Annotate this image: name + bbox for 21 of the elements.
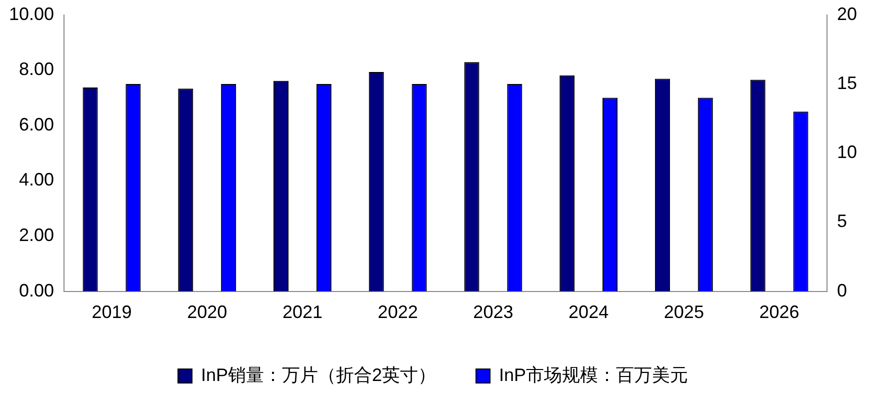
legend-label: InP市场规模：百万美元 (499, 364, 688, 385)
y-tick-label: 10.00 (8, 4, 54, 24)
y-tick-label: 6.00 (18, 114, 54, 134)
y2-tick-label: 5 (836, 211, 847, 232)
y-tick-label: 4.00 (18, 170, 54, 190)
x-tick-label: 2021 (282, 302, 322, 322)
x-tick-label: 2023 (473, 302, 514, 322)
y2-tick-label: 0 (836, 280, 847, 300)
y2-tick-label: 10 (836, 142, 858, 162)
x-tick-label: 2026 (759, 302, 800, 322)
x-tick-label: 2024 (568, 302, 609, 322)
y2-tick-label: 20 (836, 4, 858, 24)
x-tick-label: 2022 (378, 302, 418, 322)
y-tick-label: 2.00 (18, 225, 54, 246)
x-tick-label: 2019 (92, 302, 132, 322)
x-tick-label: 2020 (187, 302, 228, 322)
y-tick-label: 0.00 (18, 280, 54, 300)
y-tick-label: 8.00 (18, 59, 54, 80)
y2-tick-label: 15 (836, 72, 858, 93)
legend-label: InP销量：万片（折合2英寸） (200, 364, 436, 385)
x-tick-label: 2025 (664, 302, 704, 322)
